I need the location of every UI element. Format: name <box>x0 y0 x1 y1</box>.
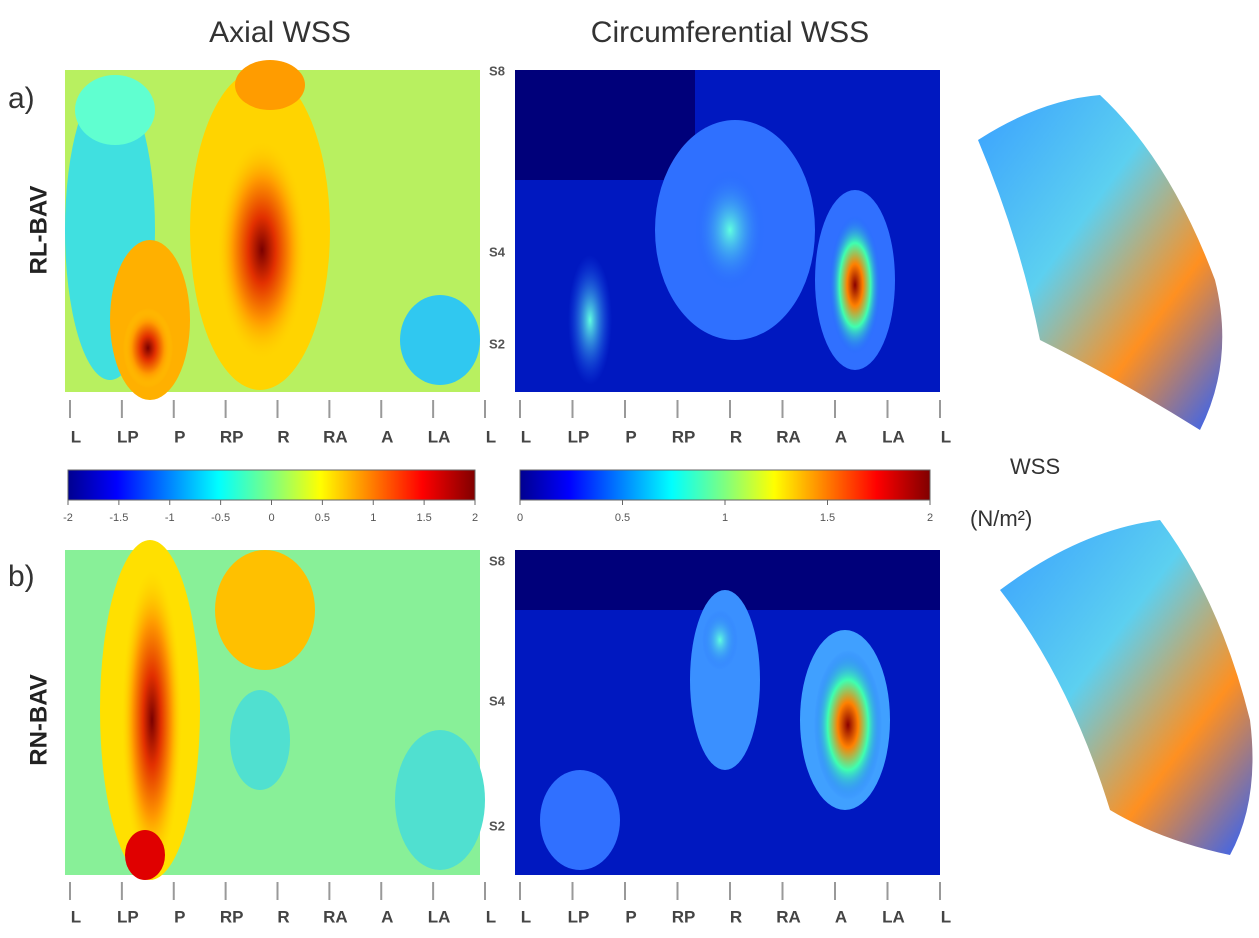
x-tick-label: L <box>521 907 531 926</box>
row-label: RN-BAV <box>25 674 52 766</box>
x-tick-label: L <box>941 427 951 446</box>
y-tick-label: S2 <box>489 336 505 351</box>
x-tick-label: L <box>71 907 81 926</box>
x-tick-label: L <box>521 427 531 446</box>
x-tick-label: RP <box>672 427 696 446</box>
row-label: RL-BAV <box>25 186 52 275</box>
x-tick-label: LP <box>117 907 139 926</box>
colorbar <box>68 470 475 500</box>
colorbar-tick-label: 2 <box>927 512 933 524</box>
x-tick-label: RP <box>672 907 696 926</box>
x-tick-label: RA <box>323 907 348 926</box>
panel-label: a) <box>8 82 35 115</box>
contour-map <box>65 60 480 400</box>
x-tick-label: LA <box>428 427 451 446</box>
x-tick-label: A <box>835 427 847 446</box>
colorbar-tick-label: 0.5 <box>315 512 330 524</box>
y-tick-label: S4 <box>489 693 506 708</box>
aorta-render <box>1000 520 1253 855</box>
x-tick-label: RA <box>776 907 801 926</box>
colorbar-tick-label: 0.5 <box>615 512 630 524</box>
colorbar-tick-label: 1 <box>370 512 376 524</box>
x-tick-label: R <box>277 427 289 446</box>
colorbar-tick-label: -2 <box>63 512 73 524</box>
colorbar <box>520 470 930 500</box>
x-tick-label: RP <box>220 427 244 446</box>
x-tick-label: RP <box>220 907 244 926</box>
x-tick-label: LA <box>428 907 451 926</box>
x-tick-label: RA <box>323 427 348 446</box>
x-tick-label: LA <box>882 427 905 446</box>
x-tick-label: R <box>277 907 289 926</box>
x-tick-label: R <box>730 907 742 926</box>
column-title: Circumferential WSS <box>591 16 869 49</box>
aorta-render <box>978 95 1222 430</box>
x-tick-label: RA <box>776 427 801 446</box>
y-tick-label: S2 <box>489 818 505 833</box>
colorbar-tick-label: 1 <box>722 512 728 524</box>
contour-map <box>515 70 940 392</box>
x-tick-label: LP <box>568 427 590 446</box>
x-tick-label: L <box>941 907 951 926</box>
colorbar-title: WSS <box>1010 454 1060 479</box>
panel-label: b) <box>8 560 35 593</box>
x-tick-label: LP <box>568 907 590 926</box>
x-tick-label: P <box>174 427 185 446</box>
colorbar-tick-label: 0 <box>517 512 523 524</box>
column-title: Axial WSS <box>209 16 351 49</box>
x-tick-label: A <box>835 907 847 926</box>
x-tick-label: L <box>71 427 81 446</box>
y-tick-label: S8 <box>489 553 505 568</box>
colorbar-tick-label: 2 <box>472 512 478 524</box>
x-tick-label: L <box>486 427 496 446</box>
colorbar-tick-label: 1.5 <box>416 512 431 524</box>
x-tick-label: LP <box>117 427 139 446</box>
x-tick-label: A <box>381 907 393 926</box>
y-tick-label: S8 <box>489 63 505 78</box>
x-tick-label: A <box>381 427 393 446</box>
x-tick-label: LA <box>882 907 905 926</box>
x-tick-label: R <box>730 427 742 446</box>
contour-map <box>65 540 485 880</box>
x-tick-label: P <box>625 427 636 446</box>
colorbar-unit: (N/m²) <box>970 506 1032 531</box>
x-tick-label: L <box>486 907 496 926</box>
colorbar-tick-label: -1 <box>165 512 175 524</box>
figure: Axial WSS Circumferential WSS a) b) RL-B… <box>0 0 1259 938</box>
colorbar-tick-label: 1.5 <box>820 512 835 524</box>
x-tick-label: P <box>625 907 636 926</box>
colorbar-tick-label: 0 <box>268 512 274 524</box>
colorbar-tick-label: -0.5 <box>211 512 230 524</box>
x-tick-label: P <box>174 907 185 926</box>
contour-map <box>515 550 940 875</box>
y-tick-label: S4 <box>489 244 506 259</box>
colorbar-tick-label: -1.5 <box>109 512 128 524</box>
